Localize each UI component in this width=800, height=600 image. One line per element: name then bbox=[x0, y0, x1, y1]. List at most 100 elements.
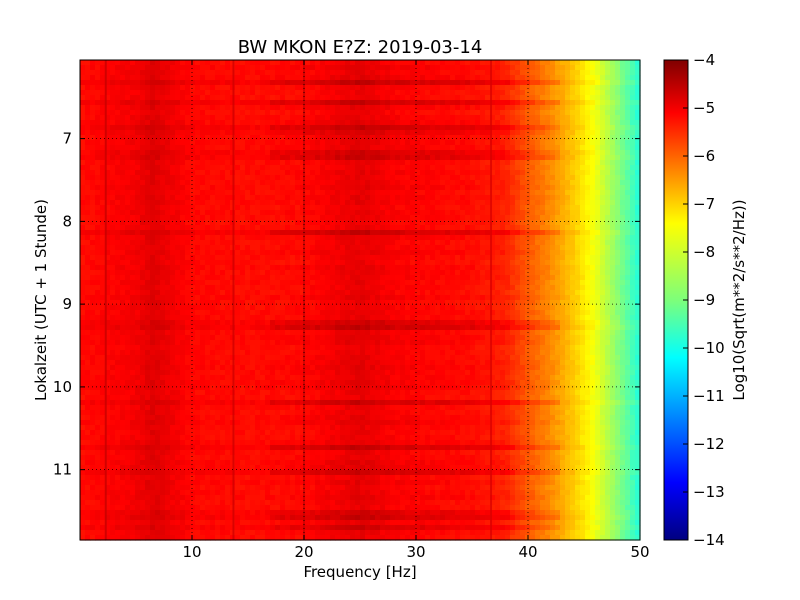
heatmap-cell bbox=[225, 410, 231, 416]
heatmap-cell bbox=[120, 245, 126, 251]
heatmap-cell bbox=[125, 80, 131, 86]
heatmap-cell bbox=[120, 365, 126, 371]
heatmap-cell bbox=[280, 405, 286, 411]
heatmap-cell bbox=[295, 180, 301, 186]
heatmap-cell bbox=[290, 450, 296, 456]
heatmap-cell bbox=[315, 480, 321, 486]
heatmap-cell bbox=[255, 510, 261, 516]
heatmap-cell bbox=[180, 180, 186, 186]
heatmap-cell bbox=[260, 305, 266, 311]
heatmap-cell bbox=[140, 220, 146, 226]
heatmap-cell bbox=[80, 445, 86, 451]
heatmap-cell bbox=[180, 170, 186, 176]
heatmap-cell bbox=[100, 180, 106, 186]
heatmap-cell bbox=[120, 80, 126, 86]
heatmap-cell bbox=[290, 505, 296, 511]
heatmap-cell bbox=[275, 190, 281, 196]
heatmap-cell bbox=[175, 465, 181, 471]
heatmap-cell bbox=[310, 385, 316, 391]
heatmap-cell bbox=[285, 95, 291, 101]
heatmap-cell bbox=[275, 535, 281, 541]
heatmap-cell bbox=[100, 230, 106, 236]
heatmap-cell bbox=[250, 155, 256, 161]
heatmap-cell bbox=[160, 450, 166, 456]
heatmap-cell bbox=[335, 235, 341, 241]
heatmap-cell bbox=[105, 85, 111, 91]
heatmap-cell bbox=[185, 510, 191, 516]
heatmap-cell bbox=[335, 405, 341, 411]
heatmap-cell bbox=[185, 385, 191, 391]
heatmap-cell bbox=[200, 405, 206, 411]
heatmap-cell bbox=[320, 130, 326, 136]
heatmap-cell bbox=[220, 490, 226, 496]
heatmap-cell bbox=[225, 525, 231, 531]
heatmap-cell bbox=[315, 375, 321, 381]
heatmap-cell bbox=[280, 175, 286, 181]
heatmap-cell bbox=[275, 85, 281, 91]
heatmap-cell bbox=[270, 260, 276, 266]
heatmap-cell bbox=[200, 90, 206, 96]
heatmap-cell bbox=[100, 440, 106, 446]
heatmap-cell bbox=[95, 425, 101, 431]
heatmap-cell bbox=[120, 220, 126, 226]
heatmap-cell bbox=[305, 260, 311, 266]
heatmap-cell bbox=[120, 465, 126, 471]
heatmap-cell bbox=[105, 255, 111, 261]
heatmap-cell bbox=[310, 475, 316, 481]
heatmap-cell bbox=[165, 90, 171, 96]
heatmap-cell bbox=[105, 180, 111, 186]
heatmap-cell bbox=[245, 290, 251, 296]
heatmap-cell bbox=[195, 385, 201, 391]
heatmap-cell bbox=[120, 315, 126, 321]
heatmap-cell bbox=[130, 95, 136, 101]
heatmap-cell bbox=[215, 325, 221, 331]
heatmap-cell bbox=[130, 255, 136, 261]
heatmap-cell bbox=[90, 465, 96, 471]
heatmap-cell bbox=[80, 115, 86, 121]
heatmap-cell bbox=[280, 90, 286, 96]
heatmap-cell bbox=[195, 185, 201, 191]
heatmap-cell bbox=[170, 305, 176, 311]
heatmap-cell bbox=[240, 270, 246, 276]
heatmap-cell bbox=[310, 370, 316, 376]
heatmap-cell bbox=[190, 320, 196, 326]
heatmap-cell bbox=[220, 255, 226, 261]
heatmap-cell bbox=[285, 495, 291, 501]
heatmap-cell bbox=[235, 520, 241, 526]
heatmap-cell bbox=[290, 490, 296, 496]
heatmap-cell bbox=[290, 445, 296, 451]
heatmap-cell bbox=[325, 220, 331, 226]
heatmap-cell bbox=[145, 485, 151, 491]
heatmap-cell bbox=[175, 120, 181, 126]
heatmap-cell bbox=[155, 135, 161, 141]
heatmap-cell bbox=[260, 65, 266, 71]
heatmap-cell bbox=[250, 490, 256, 496]
heatmap-cell bbox=[280, 440, 286, 446]
heatmap-cell bbox=[295, 510, 301, 516]
heatmap-cell bbox=[260, 235, 266, 241]
heatmap-cell bbox=[135, 345, 141, 351]
heatmap-cell bbox=[125, 195, 131, 201]
heatmap-cell bbox=[280, 245, 286, 251]
heatmap-cell bbox=[205, 515, 211, 521]
heatmap-cell bbox=[175, 305, 181, 311]
heatmap-cell bbox=[170, 450, 176, 456]
heatmap-cell bbox=[280, 110, 286, 116]
heatmap-cell bbox=[310, 515, 316, 521]
heatmap-cell bbox=[155, 360, 161, 366]
heatmap-cell bbox=[200, 485, 206, 491]
heatmap-cell bbox=[200, 325, 206, 331]
heatmap-cell bbox=[255, 195, 261, 201]
heatmap-cell bbox=[120, 505, 126, 511]
heatmap-cell bbox=[310, 380, 316, 386]
heatmap-cell bbox=[225, 120, 231, 126]
heatmap-cell bbox=[245, 260, 251, 266]
heatmap-cell bbox=[135, 260, 141, 266]
heatmap-cell bbox=[315, 395, 321, 401]
heatmap-cell bbox=[205, 485, 211, 491]
heatmap-cell bbox=[185, 185, 191, 191]
heatmap-cell bbox=[265, 230, 271, 236]
heatmap-cell bbox=[270, 335, 276, 341]
heatmap-cell bbox=[200, 370, 206, 376]
heatmap-cell bbox=[260, 325, 266, 331]
